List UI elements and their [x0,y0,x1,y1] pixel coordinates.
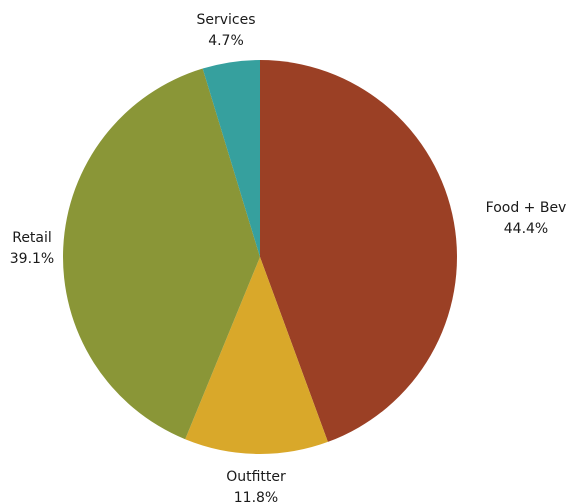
slice-category-label: Outfitter [226,469,286,485]
pie-slice-food-bev [260,60,457,442]
slice-category-label: Retail [12,230,52,246]
slice-label-outfitter: Outfitter 11.8% [226,469,286,504]
slice-percent-label: 39.1% [10,251,54,267]
slice-percent-label: 11.8% [234,490,278,504]
slice-percent-label: 44.4% [504,221,548,237]
slice-labels: Food + Bev 44.4% Outfitter 11.8% Retail 39.1%… [10,12,567,504]
slice-percent-label: 4.7% [208,33,244,49]
pie-slice-outfitter [185,257,328,454]
slice-category-label: Food + Bev [486,200,567,216]
pie-slice-retail [63,68,261,440]
slice-label-retail: Retail 39.1% [10,230,54,267]
slice-label-services: Services 4.7% [196,12,255,49]
pie-slice-services [202,60,260,257]
pie-slices [63,60,457,454]
slice-label-food-bev: Food + Bev 44.4% [486,200,567,237]
slice-category-label: Services [196,12,255,28]
